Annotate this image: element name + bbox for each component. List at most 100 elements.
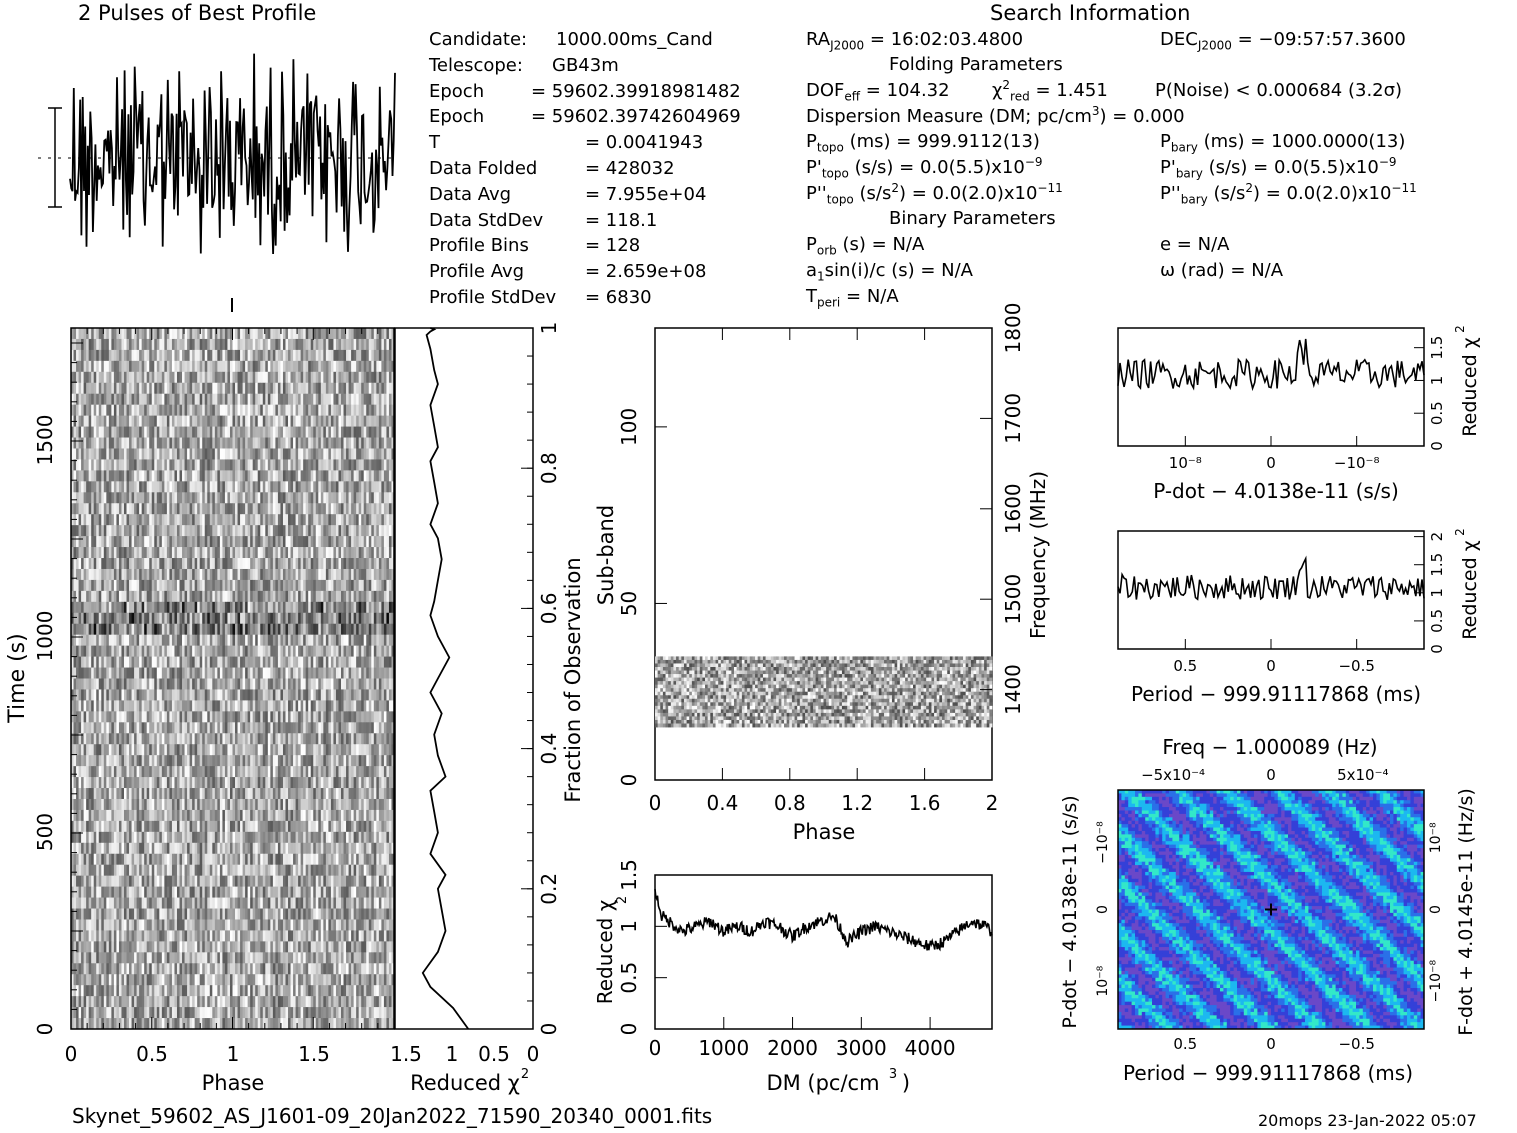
time-phase-pixel — [222, 645, 226, 657]
time-phase-pixel — [176, 492, 180, 504]
time-phase-pixel — [305, 382, 309, 395]
time-phase-pixel — [123, 525, 127, 537]
time-phase-pixel — [101, 733, 105, 745]
time-phase-pixel — [328, 590, 332, 603]
time-phase-pixel — [381, 547, 385, 559]
time-phase-pixel — [101, 568, 105, 581]
time-phase-pixel — [146, 568, 150, 581]
time-phase-pixel — [98, 558, 102, 570]
time-phase-pixel — [212, 492, 216, 504]
time-phase-pixel — [106, 371, 110, 384]
time-phase-pixel — [118, 623, 122, 636]
time-phase-pixel — [149, 722, 153, 734]
time-phase-pixel — [227, 393, 231, 406]
time-phase-pixel — [270, 612, 274, 625]
time-phase-pixel — [123, 568, 127, 581]
time-phase-pixel — [358, 656, 362, 668]
time-phase-pixel — [388, 470, 392, 482]
time-phase-pixel — [386, 382, 390, 395]
time-phase-pixel — [224, 536, 228, 548]
time-phase-pixel — [277, 536, 281, 548]
time-phase-pixel — [123, 711, 127, 723]
time-phase-pixel — [184, 404, 188, 417]
time-phase-pixel — [106, 536, 110, 548]
time-phase-pixel — [88, 360, 92, 373]
time-phase-pixel — [315, 470, 319, 482]
time-phase-pixel — [219, 448, 223, 460]
time-phase-pixel — [108, 558, 112, 570]
time-phase-pixel — [126, 328, 130, 340]
time-phase-pixel — [305, 360, 309, 373]
time-phase-pixel — [219, 601, 223, 614]
time-phase-pixel — [134, 470, 138, 482]
time-phase-pixel — [232, 623, 236, 636]
time-phase-pixel — [131, 514, 135, 526]
time-phase-pixel — [232, 733, 236, 745]
time-phase-pixel — [106, 612, 110, 625]
time-phase-pixel — [91, 700, 95, 712]
time-phase-pixel — [232, 689, 236, 701]
time-phase-pixel — [86, 612, 90, 625]
time-phase-pixel — [245, 481, 249, 493]
time-phase-pixel — [113, 470, 117, 482]
time-phase-pixel — [368, 601, 372, 614]
time-phase-pixel — [356, 360, 360, 373]
time-phase-pixel — [358, 360, 362, 373]
time-phase-pixel — [71, 404, 74, 417]
time-phase-pixel — [320, 536, 324, 548]
time-phase-pixel — [202, 448, 206, 460]
time-phase-pixel — [358, 733, 362, 745]
time-phase-pixel — [116, 338, 120, 351]
time-phase-pixel — [373, 536, 377, 548]
time-phase-pixel — [212, 459, 216, 471]
time-phase-pixel — [325, 579, 329, 592]
time-phase-pixel — [134, 623, 138, 636]
time-phase-pixel — [356, 547, 360, 559]
time-phase-pixel — [290, 393, 294, 406]
time-phase-pixel — [308, 349, 312, 362]
time-phase-pixel — [383, 700, 387, 712]
time-phase-pixel — [320, 689, 324, 701]
time-phase-pixel — [189, 612, 193, 625]
time-phase-pixel — [169, 700, 173, 712]
time-phase-pixel — [245, 558, 249, 570]
time-phase-pixel — [282, 437, 286, 449]
time-phase-pixel — [123, 590, 127, 603]
time-phase-pixel — [328, 612, 332, 625]
time-phase-pixel — [288, 700, 291, 712]
time-phase-pixel — [242, 711, 246, 723]
time-phase-pixel — [303, 448, 307, 460]
time-phase-pixel — [192, 492, 196, 504]
time-phase-pixel — [353, 722, 357, 734]
time-phase-pixel — [151, 601, 155, 614]
time-phase-pixel — [103, 338, 107, 351]
time-phase-pixel — [189, 382, 193, 395]
time-phase-pixel — [351, 448, 355, 460]
time-phase-pixel — [325, 612, 329, 625]
time-phase-pixel — [247, 579, 251, 592]
time-phase-pixel — [169, 744, 173, 756]
time-phase-pixel — [300, 437, 304, 449]
time-phase-pixel — [358, 349, 362, 362]
time-phase-pixel — [237, 700, 241, 712]
time-phase-pixel — [161, 404, 165, 417]
time-phase-pixel — [308, 623, 312, 636]
time-phase-pixel — [76, 393, 79, 406]
time-phase-pixel — [194, 349, 198, 362]
time-phase-pixel — [103, 328, 107, 340]
time-phase-pixel — [285, 525, 289, 537]
time-phase-pixel — [154, 338, 158, 351]
time-phase-pixel — [388, 678, 392, 690]
time-phase-pixel — [197, 711, 201, 723]
time-phase-pixel — [164, 426, 168, 438]
time-phase-pixel — [242, 667, 246, 679]
time-phase-pixel — [391, 700, 395, 712]
time-phase-pixel — [189, 623, 193, 636]
time-phase-pixel — [139, 700, 143, 712]
time-phase-pixel — [353, 711, 357, 723]
time-phase-pixel — [229, 612, 233, 625]
time-phase-pixel — [388, 514, 392, 526]
time-phase-pixel — [207, 733, 211, 745]
pbary-value: Pbary (ms) = 1000.0000(13) — [1160, 131, 1406, 155]
time-phase-pixel — [348, 338, 352, 351]
